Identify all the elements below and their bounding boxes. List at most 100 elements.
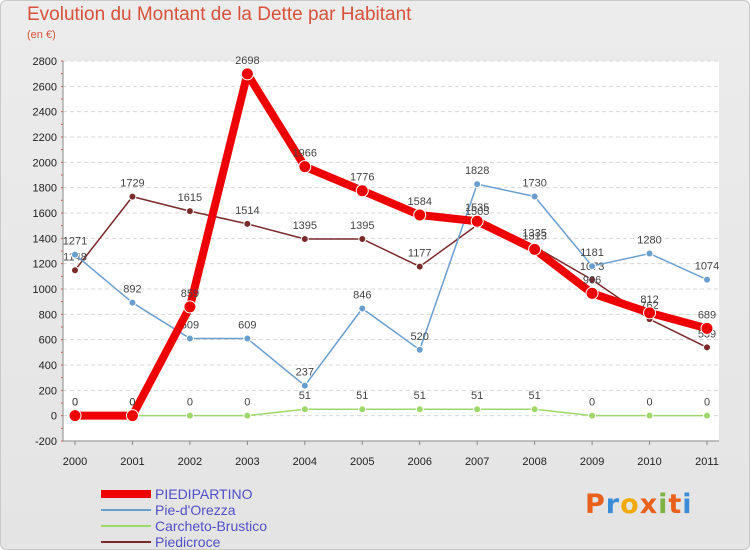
data-label: 1828 [465, 165, 489, 177]
logo-letter: P [585, 489, 606, 520]
y-tick-label: 2200 [33, 132, 57, 144]
x-tick-label: 2004 [293, 456, 317, 468]
data-point [243, 411, 252, 420]
data-label: 609 [238, 320, 256, 332]
data-point [185, 207, 194, 216]
data-label: 1177 [408, 248, 432, 260]
data-point [243, 334, 252, 343]
x-tick-label: 2009 [580, 456, 604, 468]
data-label: 0 [72, 397, 78, 409]
y-tick-label: 200 [39, 385, 57, 397]
y-tick-label: 1600 [33, 208, 57, 220]
data-label: 1615 [178, 192, 202, 204]
data-point [240, 67, 254, 81]
x-tick-label: 2011 [695, 456, 719, 468]
data-label: 51 [414, 390, 426, 402]
data-label: 51 [471, 390, 483, 402]
data-point [645, 411, 654, 420]
x-tick-label: 2005 [350, 456, 374, 468]
y-tick-label: 1800 [33, 183, 57, 195]
data-point [128, 298, 137, 307]
logo-letter: i [658, 489, 669, 520]
y-tick-label: 1400 [33, 233, 57, 245]
logo-letter: o [620, 489, 640, 520]
x-tick-label: 2007 [465, 456, 489, 468]
data-label: 1074 [695, 261, 719, 273]
data-label: 1395 [350, 220, 374, 232]
x-tick-label: 2000 [63, 456, 87, 468]
data-point [128, 192, 137, 201]
data-label: 812 [640, 294, 658, 306]
y-tick-label: 800 [39, 309, 57, 321]
proxiti-logo: Proxiti [585, 489, 693, 520]
data-label: 0 [589, 397, 595, 409]
y-tick-label: 2600 [33, 81, 57, 93]
data-label: 0 [72, 397, 78, 409]
y-tick-label: 1000 [33, 284, 57, 296]
data-label: 1395 [293, 220, 317, 232]
data-label: 0 [704, 397, 710, 409]
data-label: 1280 [637, 235, 661, 247]
data-label: 2698 [235, 55, 259, 67]
data-point [470, 214, 484, 228]
plot-area [63, 61, 719, 441]
data-point [358, 304, 367, 313]
data-point [68, 409, 82, 423]
data-point [588, 411, 597, 420]
x-tick-label: 2002 [178, 456, 202, 468]
data-point [243, 219, 252, 228]
x-tick-label: 2006 [407, 456, 431, 468]
logo-letter: i [682, 489, 693, 520]
data-label: 1514 [235, 205, 259, 217]
legend-label: Carcheto-Brustico [155, 518, 267, 534]
data-point [415, 262, 424, 271]
y-tick-label: 400 [39, 360, 57, 372]
y-tick-label: 0 [51, 411, 57, 423]
data-label: 51 [356, 390, 368, 402]
data-label: 1335 [522, 228, 546, 240]
logo-letter: r [605, 489, 621, 520]
data-point [358, 405, 367, 414]
data-point [473, 405, 482, 414]
data-label: 966 [583, 274, 601, 286]
data-label: 1584 [407, 196, 431, 208]
data-point [415, 345, 424, 354]
data-label: 0 [244, 397, 250, 409]
y-tick-label: 1200 [33, 259, 57, 271]
data-label: 1535 [465, 202, 489, 214]
data-point [700, 321, 714, 335]
data-point [645, 249, 654, 258]
series-line-piedicroce [74, 195, 708, 349]
y-tick-label: 2800 [33, 56, 57, 68]
x-tick-label: 2010 [637, 456, 661, 468]
data-point [588, 262, 597, 271]
data-point [300, 381, 309, 390]
x-tick-label: 2003 [235, 456, 259, 468]
y-tick-label: 600 [39, 335, 57, 347]
data-point [413, 208, 427, 222]
x-tick-label: 2001 [120, 456, 144, 468]
legend-label: Piedicroce [155, 534, 221, 550]
logo-letter: x [639, 489, 659, 520]
data-label: 1313 [522, 230, 546, 242]
data-label: 0 [129, 397, 135, 409]
data-point [183, 300, 197, 314]
data-label: 1271 [63, 236, 87, 248]
data-point [71, 266, 79, 275]
data-label: 0 [129, 397, 135, 409]
data-point [300, 234, 309, 243]
data-point [703, 275, 711, 284]
y-tick-label: 2400 [33, 107, 57, 119]
data-point [125, 409, 139, 423]
data-point [355, 184, 369, 198]
x-tick-label: 2008 [522, 456, 546, 468]
series-line-piedipartino [71, 69, 711, 420]
data-point [415, 405, 424, 414]
data-point [588, 275, 597, 284]
logo-letter: t [668, 489, 683, 520]
data-point [358, 234, 367, 243]
legend: PIEDIPARTINOPie-d'OrezzaCarcheto-Brustic… [101, 486, 267, 550]
data-point [703, 411, 711, 420]
data-label: 1505 [465, 206, 489, 218]
